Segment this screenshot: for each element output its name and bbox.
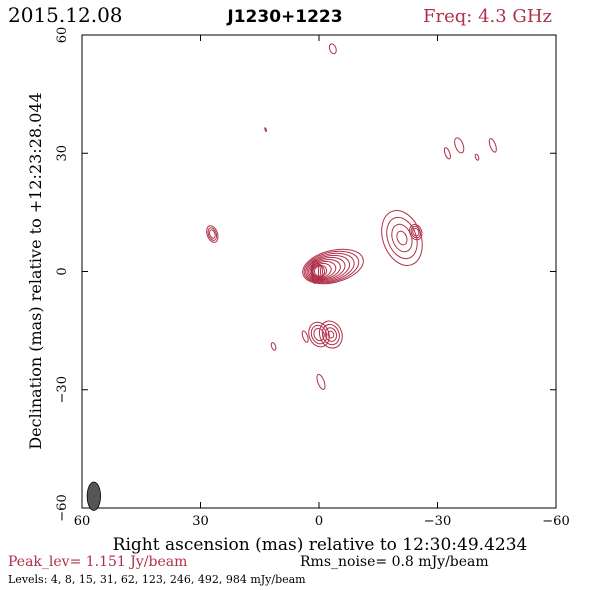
y-tick-label: 0 [55,267,70,275]
component-contour [270,342,277,351]
component-contour [474,153,480,161]
observation-date: 2015.12.08 [8,3,123,27]
frequency-label: Freq: 4.3 GHz [423,6,552,27]
component-contour [308,321,330,348]
component-contour [301,330,309,343]
x-tick-label: 0 [315,514,323,529]
component-contour [327,330,335,339]
core-contour [309,258,341,280]
component-contour [316,373,326,390]
component-contour [206,225,219,243]
component-contour [409,223,423,241]
component-contour [488,138,497,153]
x-tick-label: 60 [74,514,91,529]
component-contour [396,230,408,246]
component-contour [264,127,268,132]
component-contour [381,210,423,266]
contour-map [86,43,497,511]
x-tick-label: −60 [542,514,569,529]
component-contour [410,225,421,239]
core-contour [305,252,355,283]
component-contour [443,147,451,160]
beam-ellipse [86,481,101,511]
contour-levels: Levels: 4, 8, 15, 31, 62, 123, 246, 492,… [8,573,306,586]
x-axis-label: Right ascension (mas) relative to 12:30:… [113,535,528,555]
y-tick-label: 60 [55,27,70,44]
component-contour [412,227,420,237]
axis-ticks [81,34,557,509]
peak-level: Peak_lev= 1.151 Jy/beam [8,554,187,570]
core-contour [302,248,364,285]
component-contour [324,327,338,342]
core-contour [308,256,346,281]
component-contour [386,216,418,260]
x-tick-label: 30 [192,514,209,529]
component-contour [310,324,328,345]
x-tick-label: −30 [424,514,451,529]
y-axis-label: Declination (mas) relative to +12:23:28.… [26,92,45,449]
axis-tick-labels: 60 30 0 −30 −60 −60 −30 0 30 60 [55,27,570,529]
component-contour [328,43,337,55]
component-contour [313,327,325,342]
source-name: J1230+1223 [226,7,342,27]
y-tick-label: −60 [55,494,70,521]
component-contour [209,229,216,239]
rms-noise: Rms_noise= 0.8 mJy/beam [300,554,489,570]
y-tick-label: −30 [55,376,70,403]
component-contour [321,323,340,346]
core-contour [306,254,351,282]
y-tick-label: 30 [55,145,70,162]
core-contour [312,265,326,278]
component-contour [318,320,343,349]
component-contour [207,227,218,241]
core-contour [303,250,360,284]
component-contour [454,137,465,154]
